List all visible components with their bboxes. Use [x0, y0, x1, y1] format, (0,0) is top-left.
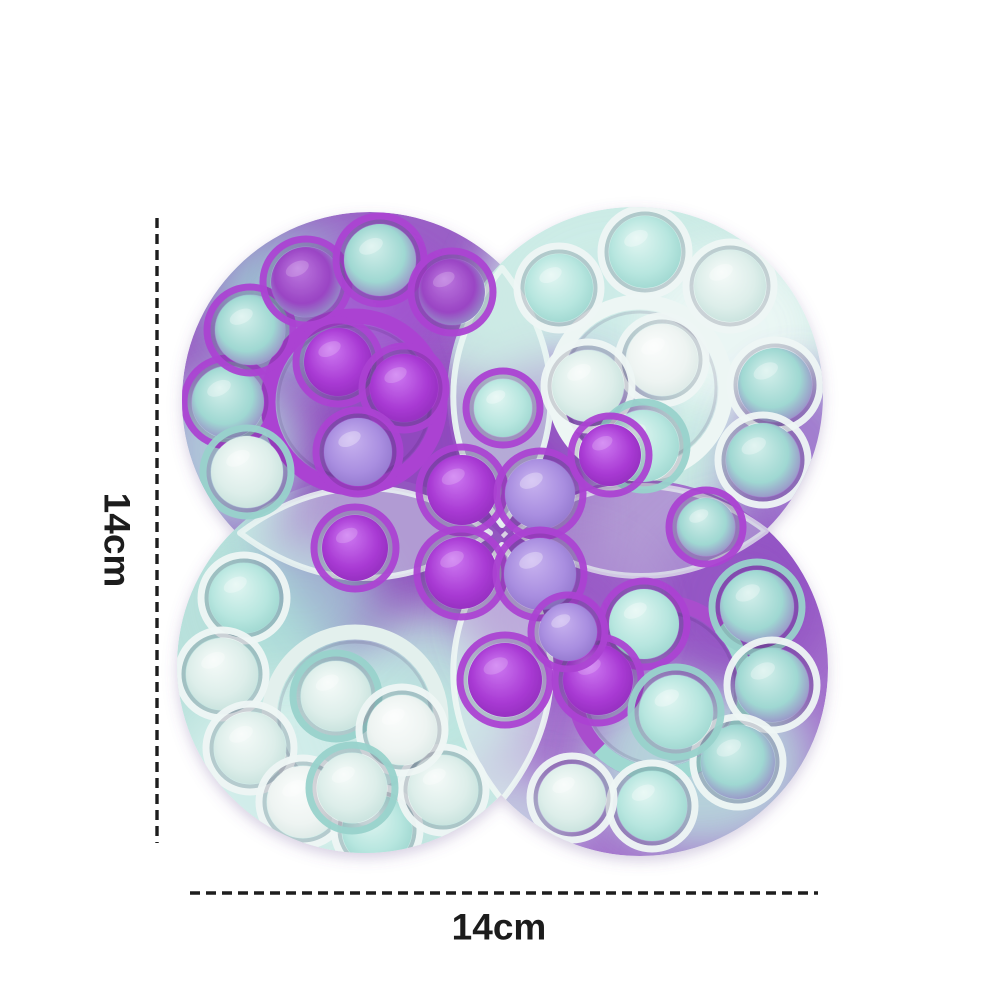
pop-bubble	[527, 591, 609, 673]
bubble-highlight	[709, 263, 733, 281]
pop-bubble	[723, 636, 821, 734]
pop-bubble	[526, 752, 618, 844]
pop-bubble	[462, 367, 544, 449]
bubble-highlight	[331, 766, 355, 783]
bubble-highlight	[441, 468, 465, 485]
bubble-highlight	[567, 363, 591, 381]
bubble-highlight	[338, 431, 361, 448]
bubble-highlight	[735, 584, 760, 602]
bubble-highlight	[223, 576, 247, 593]
bubble-highlight	[285, 260, 309, 277]
pop-bubble	[726, 336, 824, 434]
pop-bubble	[332, 212, 428, 308]
pop-bubble	[202, 700, 298, 796]
bubble-highlight	[552, 777, 575, 794]
pop-bubble	[305, 741, 399, 835]
pop-bubble	[597, 207, 693, 300]
pop-bubble	[413, 525, 509, 621]
bubble-highlight	[229, 725, 253, 743]
bubble-highlight	[229, 308, 253, 325]
pop-bubble	[407, 247, 497, 337]
bubble-highlight	[282, 779, 306, 797]
pop-bubble	[312, 406, 404, 498]
pop-bubble	[355, 683, 449, 777]
bubble-highlight	[384, 367, 407, 384]
bubble-highlight	[440, 550, 464, 568]
pop-bubble	[310, 503, 400, 593]
pop-bubble	[358, 342, 450, 434]
pop-bubble	[689, 713, 787, 811]
bubble-highlight	[551, 614, 571, 628]
bubble-highlight	[381, 708, 405, 725]
bubble-highlight	[753, 362, 778, 380]
bubble-highlight	[654, 689, 679, 707]
bubble-highlight	[422, 768, 446, 785]
bubble-highlight	[641, 337, 665, 355]
bubble-highlight	[716, 739, 741, 757]
bubble-highlight	[226, 449, 250, 467]
bubble-highlight	[631, 784, 655, 801]
bubble-highlight	[592, 435, 613, 451]
bubble-highlight	[624, 229, 648, 247]
pop-bubble	[203, 283, 297, 377]
fidget-toy	[177, 207, 828, 856]
pop-bubble	[665, 486, 747, 568]
bubble-highlight	[359, 237, 383, 255]
pop-bubble	[708, 558, 806, 656]
pop-bubble	[177, 626, 270, 722]
bubble-highlight	[318, 341, 341, 358]
pop-bubble	[493, 447, 587, 541]
bubble-highlight	[519, 551, 543, 569]
pop-bubble	[714, 411, 812, 509]
pop-bubble	[682, 238, 778, 334]
pop-bubble	[492, 526, 588, 622]
bubble-highlight	[486, 390, 506, 404]
width-dimension-label: 14cm	[451, 906, 547, 948]
pop-bubble	[567, 412, 653, 498]
bubble-highlight	[201, 651, 225, 669]
bubble-highlight	[539, 267, 562, 284]
pop-bubble	[605, 759, 699, 853]
bubble-highlight	[315, 674, 339, 691]
pop-bubble	[199, 424, 295, 520]
bubble-highlight	[432, 271, 455, 288]
bubble-highlight	[741, 437, 766, 455]
pop-bubble	[396, 743, 490, 837]
bubble-highlight	[335, 527, 358, 544]
bubble-highlight	[750, 662, 775, 680]
bubble-highlight	[519, 472, 543, 489]
bubble-highlight	[689, 509, 709, 523]
bubble-highlight	[483, 657, 508, 675]
pop-bubble	[627, 663, 725, 761]
pop-bubble	[456, 631, 554, 729]
height-dimension-label: 14cm	[96, 492, 138, 588]
bubble-highlight	[623, 602, 647, 619]
bubble-highlight	[207, 379, 231, 397]
pop-bubble	[513, 242, 605, 334]
pop-bubble	[415, 443, 509, 537]
